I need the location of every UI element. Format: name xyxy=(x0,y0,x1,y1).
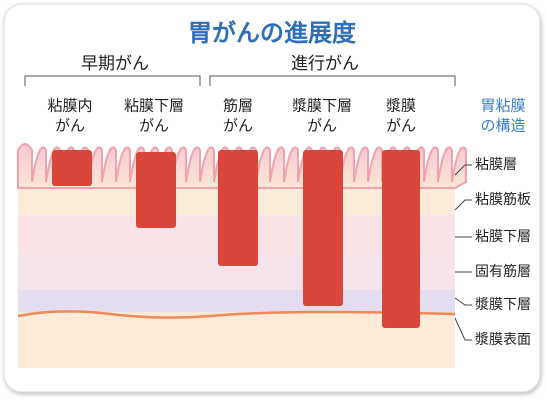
column-label: がん xyxy=(386,117,416,135)
layer-label: 粘膜筋板 xyxy=(475,191,531,208)
column-label: 漿膜下層 xyxy=(292,97,352,115)
group-label: 進行がん xyxy=(291,54,359,74)
layer-label: 漿膜下層 xyxy=(475,297,531,313)
column-label: がん xyxy=(139,117,169,135)
column-label: がん xyxy=(307,117,337,135)
title: 胃がんの進展度 xyxy=(188,19,357,47)
layer-label: 漿膜表面 xyxy=(475,332,531,348)
column-label: 粘膜内 xyxy=(47,97,92,115)
group-label: 早期がん xyxy=(81,54,149,74)
column-label: 粘膜下層 xyxy=(124,97,184,115)
layer-label: 粘膜下層 xyxy=(475,229,531,245)
column-label: がん xyxy=(55,117,85,135)
layer-label: 粘膜層 xyxy=(475,157,517,173)
layer-label: 固有筋層 xyxy=(475,263,531,280)
structure-header: 胃粘膜 xyxy=(480,97,525,115)
column-label: 漿膜 xyxy=(386,97,416,115)
diagram: 胃がんの進展度 早期がん進行がん粘膜内がん粘膜下層がん筋層がん漿膜下層がん漿膜が… xyxy=(0,0,546,401)
column-label: 筋層 xyxy=(223,97,253,115)
structure-header: の構造 xyxy=(480,117,525,135)
column-label: がん xyxy=(223,117,253,135)
